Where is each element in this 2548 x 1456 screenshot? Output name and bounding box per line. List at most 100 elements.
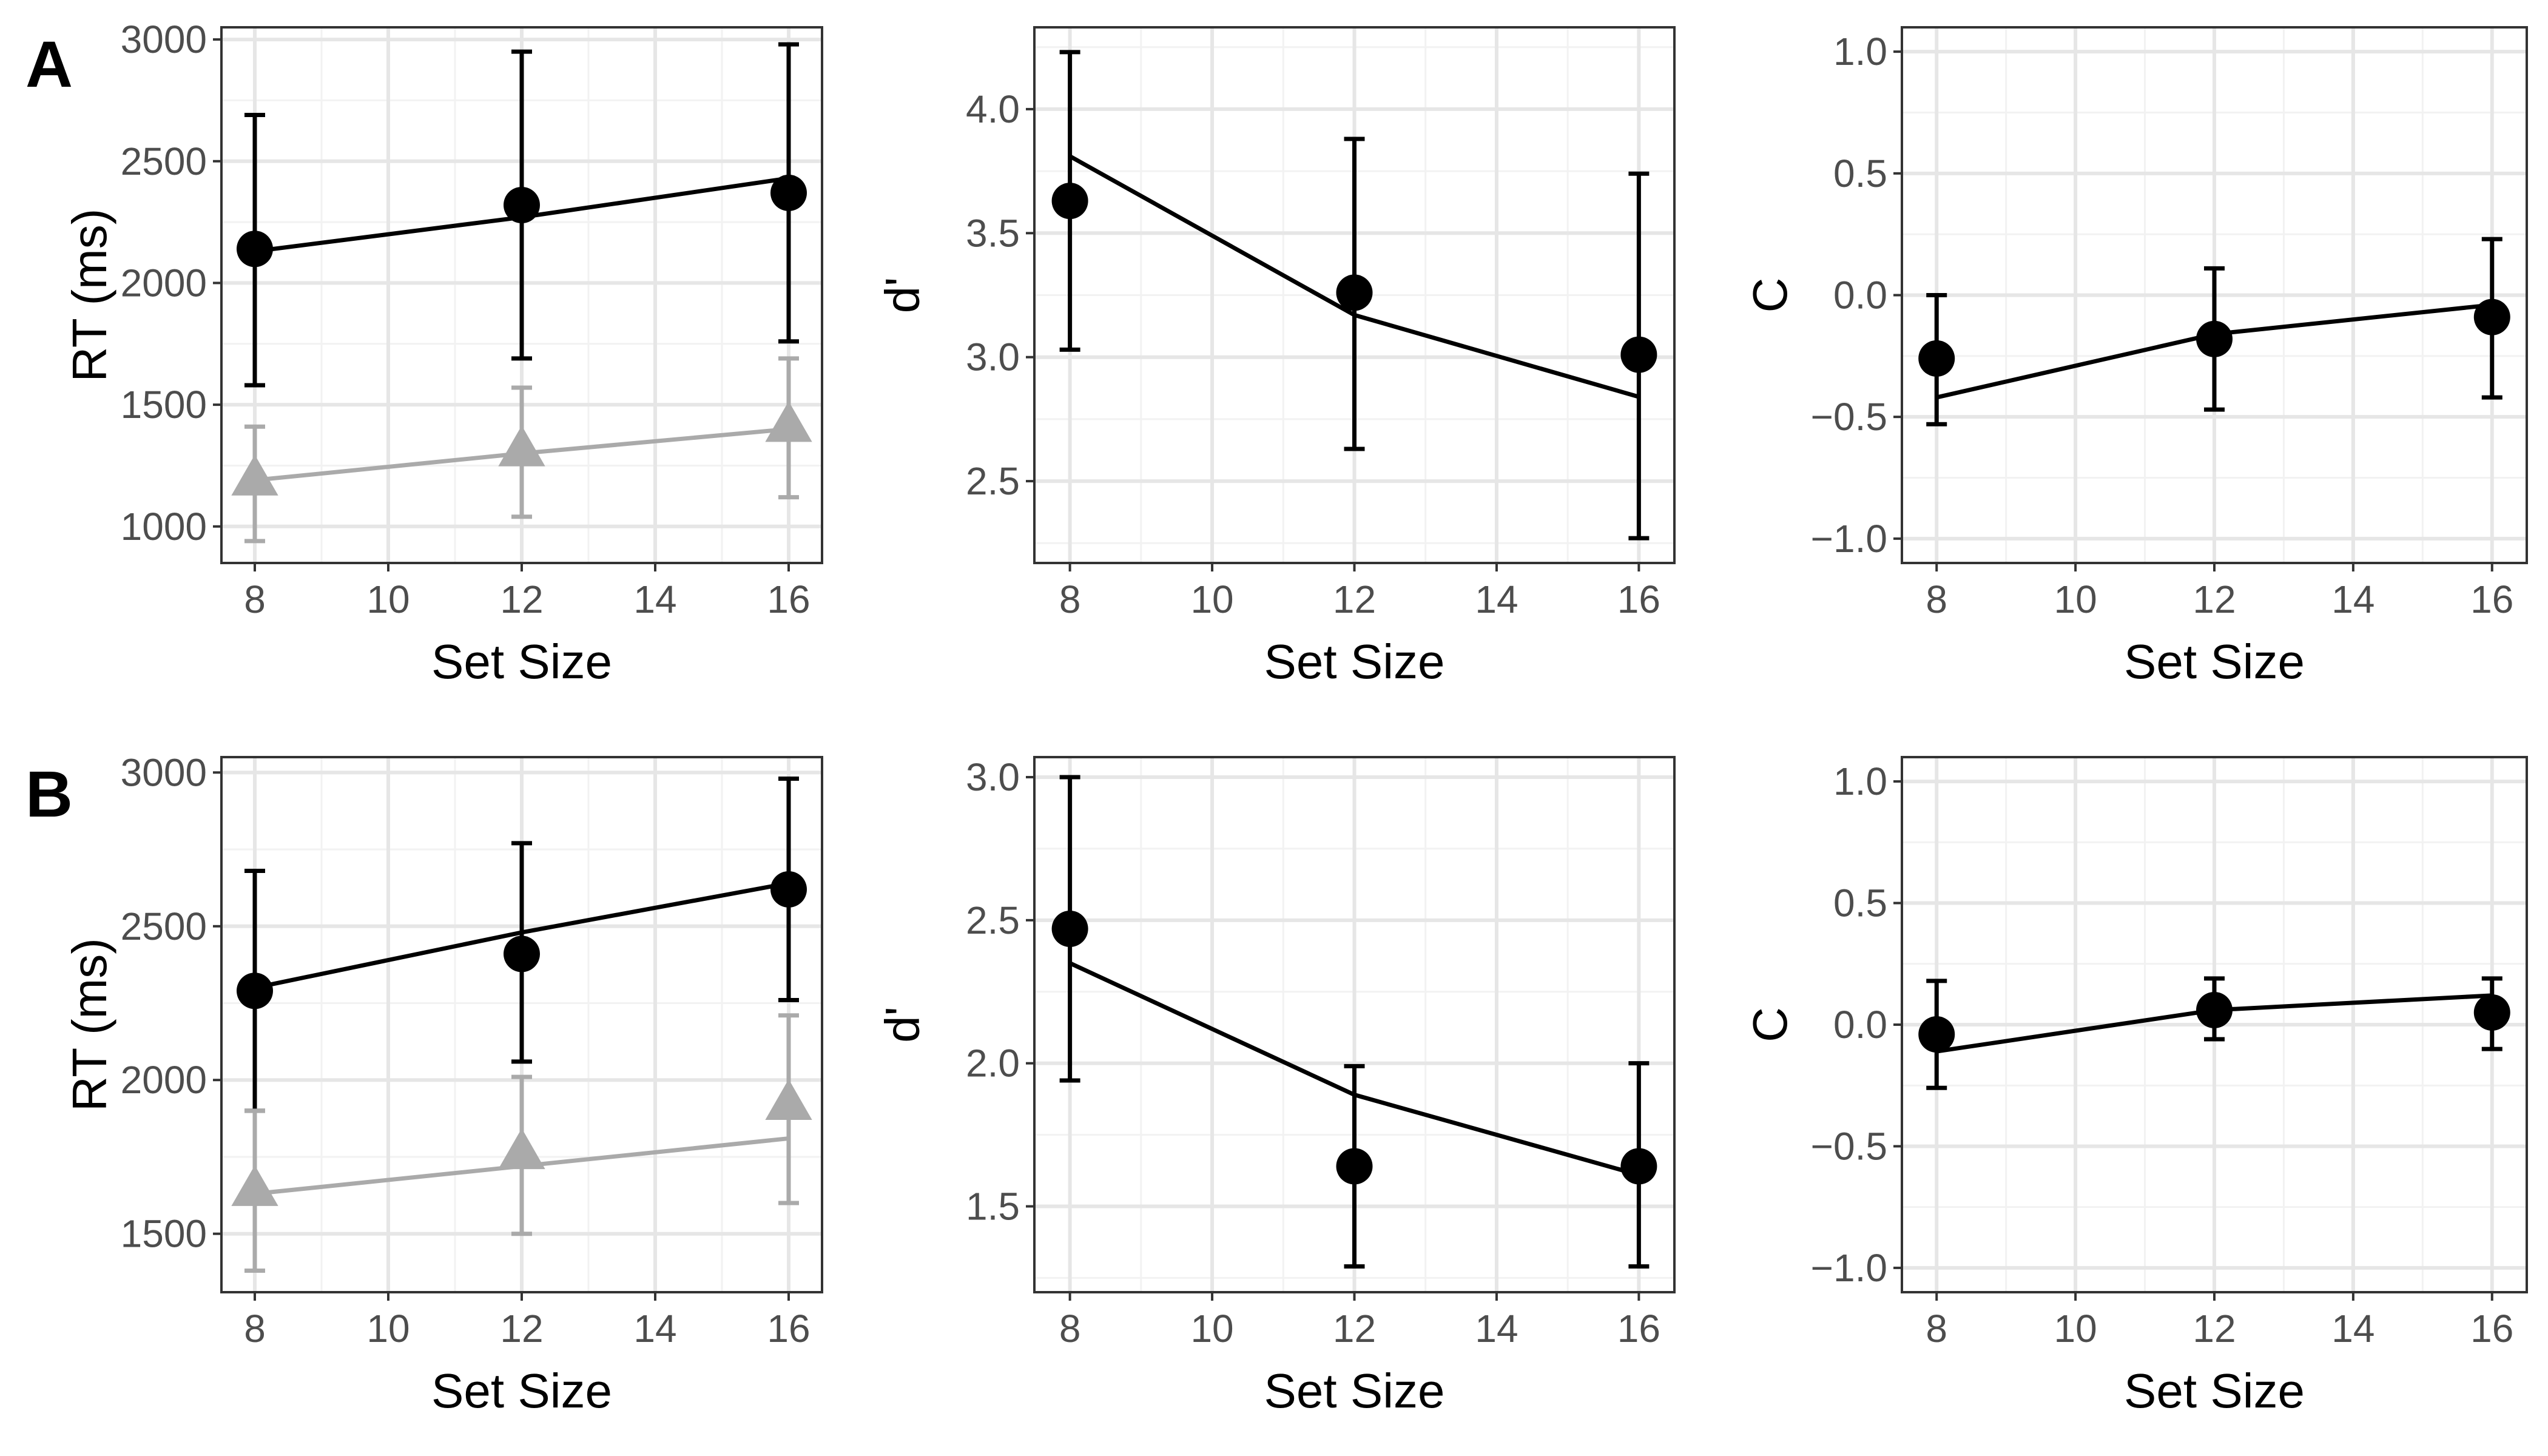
- data-point: [2473, 994, 2510, 1031]
- x-tick-label: 16: [1617, 1307, 1660, 1350]
- panel-label-b: B: [25, 757, 73, 831]
- x-tick-label: 14: [2331, 578, 2374, 621]
- y-axis-title: d': [875, 277, 929, 314]
- panel-border: [1901, 26, 2528, 564]
- y-tick-label: 0.0: [1833, 1003, 1887, 1046]
- y-axis-title: RT (ms): [62, 209, 116, 382]
- x-tick-label: 12: [500, 578, 543, 621]
- panel-border: [220, 26, 823, 564]
- series-1: [1051, 50, 1657, 541]
- data-point: [1620, 1148, 1657, 1185]
- y-axis-title: RT (ms): [62, 938, 116, 1111]
- x-tick-label: 14: [633, 1307, 676, 1350]
- x-tick-label: 16: [1617, 578, 1660, 621]
- y-tick-label: 1500: [121, 1212, 207, 1256]
- x-tick-label: 14: [1475, 578, 1518, 621]
- x-tick-label: 14: [1475, 1307, 1518, 1350]
- y-tick-label: 2500: [121, 905, 207, 948]
- data-point: [231, 1165, 278, 1206]
- x-tick-label: 8: [1926, 1307, 1947, 1350]
- data-point: [237, 972, 273, 1009]
- y-tick-label: 1.0: [1833, 30, 1887, 73]
- data-point: [1918, 340, 1955, 377]
- y-tick-label: 4.0: [966, 87, 1020, 131]
- y-tick-label: 2.5: [966, 898, 1020, 942]
- data-point: [2196, 991, 2233, 1028]
- x-tick-label: 8: [1059, 578, 1081, 621]
- y-tick-label: 3000: [121, 18, 207, 61]
- series-2: [231, 1013, 812, 1273]
- y-tick-label: 0.5: [1833, 152, 1887, 195]
- data-point: [2196, 320, 2233, 357]
- y-tick-label: 1.5: [966, 1185, 1020, 1228]
- data-point: [1336, 274, 1373, 311]
- chart-panel-4: 8 10 12 14 16 1500 2000 2500 3000 Set Size RT (ms): [62, 750, 823, 1418]
- data-point: [1918, 1016, 1955, 1053]
- data-point: [1336, 1148, 1373, 1185]
- y-tick-label: 2500: [121, 140, 207, 183]
- series-1: [1918, 237, 2510, 426]
- data-point: [1051, 910, 1088, 947]
- data-point: [231, 454, 278, 496]
- y-tick-label: 1000: [121, 505, 207, 548]
- y-tick-label: 2000: [121, 261, 207, 305]
- data-point: [2473, 298, 2510, 335]
- data-point: [498, 425, 545, 467]
- panel-border: [1033, 26, 1676, 564]
- x-tick-label: 10: [1190, 578, 1233, 621]
- x-axis-title: Set Size: [1264, 1364, 1445, 1418]
- x-axis-title: Set Size: [1264, 635, 1445, 689]
- y-tick-label: 2000: [121, 1058, 207, 1102]
- x-tick-label: 16: [2470, 578, 2513, 621]
- data-point: [504, 935, 540, 972]
- x-axis-title: Set Size: [2124, 1364, 2305, 1418]
- y-tick-label: 1500: [121, 383, 207, 426]
- x-tick-label: 8: [244, 1307, 266, 1350]
- y-tick-label: 1.0: [1833, 760, 1887, 803]
- data-point: [765, 401, 812, 442]
- x-axis-title: Set Size: [431, 635, 612, 689]
- panel-border: [220, 756, 823, 1293]
- y-tick-label: 2.0: [966, 1042, 1020, 1085]
- panel-border: [1033, 756, 1676, 1293]
- chart-panel-2: 8 10 12 14 16 2.5 3.0 3.5 4.0 Set Size d': [875, 26, 1676, 689]
- y-axis-title: d': [875, 1006, 929, 1043]
- x-tick-label: 14: [2331, 1307, 2374, 1350]
- data-point: [765, 1079, 812, 1120]
- x-tick-label: 12: [1333, 578, 1376, 621]
- series-1: [1918, 976, 2510, 1090]
- panel-label-a: A: [25, 27, 73, 101]
- x-tick-label: 12: [2192, 578, 2236, 621]
- chart-panel-5: 8 10 12 14 16 1.5 2.0 2.5 3.0 Set Size d': [875, 755, 1676, 1418]
- series-1: [1051, 775, 1657, 1269]
- data-point: [504, 186, 540, 223]
- x-tick-label: 16: [767, 1307, 810, 1350]
- y-tick-label: 0.5: [1833, 881, 1887, 925]
- x-tick-label: 10: [2054, 1307, 2097, 1350]
- y-tick-label: −0.5: [1811, 395, 1887, 439]
- y-axis-title: C: [1743, 278, 1797, 313]
- data-point: [237, 231, 273, 268]
- y-tick-label: −1.0: [1811, 1246, 1887, 1290]
- x-tick-label: 8: [1059, 1307, 1081, 1350]
- x-tick-label: 10: [2054, 578, 2097, 621]
- y-tick-label: 3.0: [966, 755, 1020, 799]
- chart-panel-1: 8 10 12 14 16 1000 1500 2000 2500 3000 Set Size RT …: [62, 18, 823, 689]
- y-tick-label: 3.5: [966, 211, 1020, 255]
- x-tick-label: 12: [2192, 1307, 2236, 1350]
- data-point: [498, 1128, 545, 1170]
- x-tick-label: 16: [2470, 1307, 2513, 1350]
- data-point: [770, 174, 807, 211]
- x-tick-label: 10: [366, 1307, 410, 1350]
- y-tick-label: −0.5: [1811, 1124, 1887, 1168]
- chart-panel-6: 8 10 12 14 16 −1.0 −0.5 0.0 0.5 1.0 Set Size C: [1743, 756, 2528, 1418]
- data-point: [1051, 183, 1088, 220]
- x-axis-title: Set Size: [431, 1364, 612, 1418]
- data-point: [770, 871, 807, 908]
- series-2: [231, 356, 812, 544]
- y-tick-label: −1.0: [1811, 517, 1887, 561]
- y-tick-label: 0.0: [1833, 274, 1887, 317]
- y-axis-title: C: [1743, 1007, 1797, 1042]
- y-tick-label: 2.5: [966, 459, 1020, 503]
